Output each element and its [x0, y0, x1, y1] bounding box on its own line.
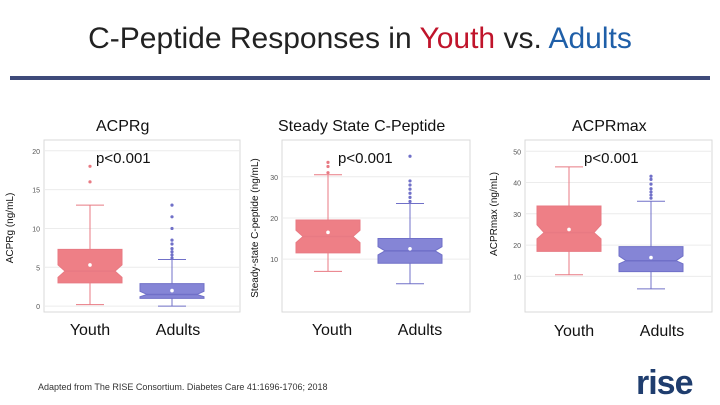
tick-label-steady-1: 20 [270, 216, 278, 223]
p-value-acprmax: p<0.001 [584, 150, 639, 167]
outlier-steady-youth-2 [326, 160, 330, 164]
source-citation: Adapted from The RISE Consortium. Diabet… [38, 382, 328, 392]
tick-label-acprg-1: 5 [36, 265, 40, 272]
mean-acprg-youth [88, 263, 92, 267]
tick-label-acprmax-1: 20 [513, 243, 521, 250]
tick-label-steady-0: 10 [270, 257, 278, 264]
x-label-youth-acprg: Youth [69, 322, 111, 339]
slide-title: C-Peptide Responses in Youth vs. Adults [0, 22, 720, 56]
outlier-acprmax-adults-0 [649, 196, 653, 200]
outlier-steady-adults-0 [408, 199, 412, 204]
outlier-steady-youth-0 [326, 171, 330, 175]
outlier-acprg-adults-4 [170, 242, 174, 246]
outlier-acprg-adults-8 [170, 203, 174, 207]
outlier-acprmax-adults-1 [649, 193, 653, 197]
outlier-acprg-adults-5 [170, 238, 174, 242]
plot-frame-acprg [43, 139, 241, 313]
x-label-adults-acprg: Adults [155, 322, 201, 339]
tick-label-steady-2: 30 [270, 175, 278, 182]
outlier-steady-adults-4 [408, 183, 412, 187]
outlier-acprg-adults-0 [170, 256, 174, 260]
mean-steady-adults [408, 247, 412, 251]
tick-label-acprg-3: 15 [32, 188, 40, 195]
title-divider [10, 76, 710, 80]
x-label-youth-acprmax: Youth [553, 323, 595, 340]
tick-label-acprg-2: 10 [32, 226, 40, 233]
outlier-acprg-adults-3 [170, 247, 174, 251]
rise-logo-text: rise [636, 364, 693, 402]
title-middle: vs. [495, 22, 549, 55]
outlier-acprmax-adults-6 [649, 174, 653, 178]
outlier-steady-adults-2 [408, 191, 412, 195]
tick-label-acprmax-2: 30 [513, 212, 521, 219]
outlier-acprg-adults-2 [170, 250, 174, 254]
rise-logo: rise [636, 364, 710, 400]
outlier-acprmax-adults-5 [649, 177, 653, 182]
outlier-steady-adults-3 [408, 187, 412, 191]
mean-acprmax-adults [649, 255, 653, 260]
outlier-steady-adults-1 [408, 195, 412, 199]
outlier-steady-youth-1 [326, 164, 330, 169]
title-youth: Youth [419, 22, 496, 55]
mean-acprg-adults [170, 288, 174, 293]
outlier-acprg-adults-1 [170, 253, 174, 257]
x-label-youth-steady: Youth [311, 322, 353, 339]
plot-frame-steady [281, 139, 471, 313]
y-axis-label-acprmax: ACPRmax (ng/mL) [489, 172, 500, 256]
outlier-acprmax-adults-2 [649, 190, 653, 194]
p-value-steady: p<0.001 [338, 150, 393, 167]
tick-label-acprg-4: 20 [32, 149, 40, 156]
y-axis-label-steady: Steady-state C-peptide (ng/mL) [250, 158, 261, 298]
outlier-acprg-youth-0 [88, 180, 92, 184]
outlier-acprg-adults-7 [170, 215, 174, 219]
mean-steady-youth [326, 230, 330, 235]
title-adults: Adults [548, 22, 632, 55]
outlier-acprg-youth-1 [88, 164, 92, 168]
y-axis-label-acprg: ACPRg (ng/mL) [5, 193, 16, 264]
outlier-acprmax-adults-4 [649, 182, 653, 186]
tick-label-acprmax-4: 50 [513, 149, 521, 156]
p-value-acprg: p<0.001 [96, 150, 151, 167]
panel-title-steady-state: Steady State C-Peptide [278, 118, 446, 135]
x-label-adults-steady: Adults [397, 322, 443, 339]
title-prefix: C-Peptide Responses in [88, 22, 420, 55]
plot-frame-acprmax [524, 139, 713, 313]
panel-title-acprmax: ACPRmax [572, 118, 647, 135]
outlier-acprg-adults-6 [170, 226, 174, 231]
tick-label-acprg-0: 0 [36, 304, 40, 311]
tick-label-acprmax-0: 10 [513, 274, 521, 281]
mean-acprmax-youth [567, 227, 571, 232]
outlier-acprmax-adults-3 [649, 187, 653, 191]
x-label-adults-acprmax: Adults [639, 323, 685, 340]
outlier-steady-adults-6 [408, 154, 412, 158]
panel-title-acprg: ACPRg [96, 118, 150, 135]
outlier-steady-adults-5 [408, 179, 412, 183]
tick-label-acprmax-3: 40 [513, 181, 521, 188]
